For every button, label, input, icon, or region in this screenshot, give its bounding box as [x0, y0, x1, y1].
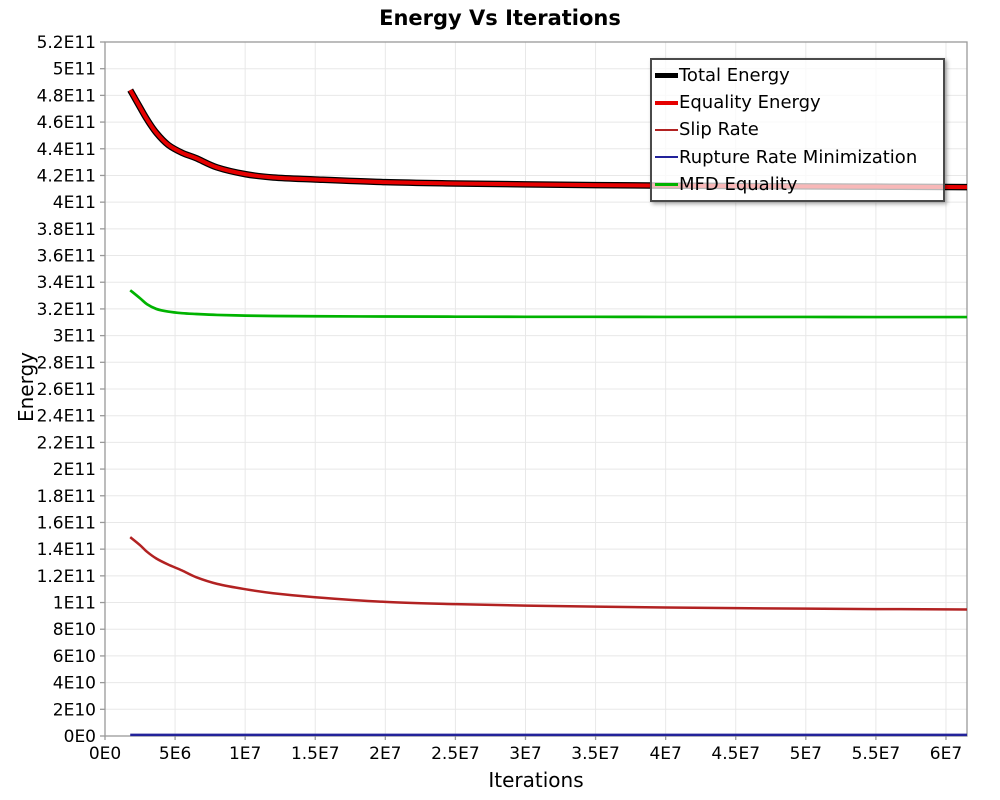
series-line-mfd-equality: [129, 289, 967, 319]
legend-label: Slip Rate: [679, 119, 759, 141]
legend: Total Energy Equality Energy Slip Rate Rupt…: [650, 58, 945, 202]
x-tick-label: 4.5E7: [711, 744, 760, 764]
x-tick-label: 3.5E7: [571, 744, 620, 764]
legend-label: MFD Equality: [679, 173, 798, 195]
y-tick-label: 6E10: [53, 647, 96, 667]
x-axis-title: Iterations: [488, 768, 584, 792]
x-tick-label: 1.5E7: [291, 744, 340, 764]
y-tick-label: 1.6E11: [37, 513, 96, 533]
legend-item: Rupture Rate Minimization: [655, 147, 943, 168]
y-tick-label: 5E11: [53, 60, 96, 80]
x-tick-label: 5.5E7: [852, 744, 901, 764]
y-tick-label: 4.8E11: [37, 86, 96, 106]
y-tick-label: 3E11: [53, 327, 96, 347]
y-tick-label: 2.2E11: [37, 433, 96, 453]
y-tick-label: 3.4E11: [37, 273, 96, 293]
legend-label: Total Energy: [679, 65, 790, 87]
y-tick-label: 2.4E11: [37, 407, 96, 427]
chart-title: Energy Vs Iterations: [379, 6, 621, 30]
y-tick-label: 4.6E11: [37, 113, 96, 133]
x-tick-label: 2.5E7: [431, 744, 480, 764]
legend-swatch-icon: [655, 156, 678, 159]
y-tick-label: 2.6E11: [37, 380, 96, 400]
x-tick-label: 6E7: [930, 744, 962, 764]
x-tick-label: 3E7: [509, 744, 541, 764]
y-tick-label: 2E10: [53, 700, 96, 720]
y-tick-label: 5.2E11: [37, 33, 96, 53]
legend-item: MFD Equality: [655, 174, 943, 195]
legend-label: Equality Energy: [679, 92, 821, 114]
legend-swatch-icon: [655, 100, 678, 105]
x-tick-label: 4E7: [649, 744, 681, 764]
y-tick-label: 2.8E11: [37, 353, 96, 373]
legend-swatch-icon: [655, 128, 678, 131]
y-tick-label: 3.6E11: [37, 247, 96, 267]
y-tick-label: 4.2E11: [37, 166, 96, 186]
x-tick-label: 0E0: [89, 744, 121, 764]
legend-item: Total Energy: [655, 65, 943, 86]
y-tick-label: 2E11: [53, 460, 96, 480]
y-tick-label: 3.2E11: [37, 300, 96, 320]
x-tick-label: 2E7: [369, 744, 401, 764]
y-tick-label: 4E10: [53, 674, 96, 694]
y-tick-label: 1.4E11: [37, 540, 96, 560]
y-tick-label: 0E0: [64, 727, 96, 747]
series-line-slip-rate: [129, 536, 968, 611]
x-tick-label: 5E7: [790, 744, 822, 764]
legend-label: Rupture Rate Minimization: [679, 146, 918, 168]
y-tick-label: 1.2E11: [37, 567, 96, 587]
y-tick-label: 4E11: [53, 193, 96, 213]
legend-item: Equality Energy: [655, 92, 943, 113]
y-tick-label: 1.8E11: [37, 487, 96, 507]
y-tick-label: 1E11: [53, 594, 96, 614]
legend-item: Slip Rate: [655, 119, 943, 140]
x-tick-label: 5E6: [159, 744, 191, 764]
y-tick-label: 4.4E11: [37, 140, 96, 160]
y-tick-label: 8E10: [53, 620, 96, 640]
legend-swatch-icon: [655, 73, 678, 79]
legend-swatch-icon: [655, 182, 678, 186]
y-tick-label: 3.8E11: [37, 220, 96, 240]
x-tick-label: 1E7: [229, 744, 261, 764]
